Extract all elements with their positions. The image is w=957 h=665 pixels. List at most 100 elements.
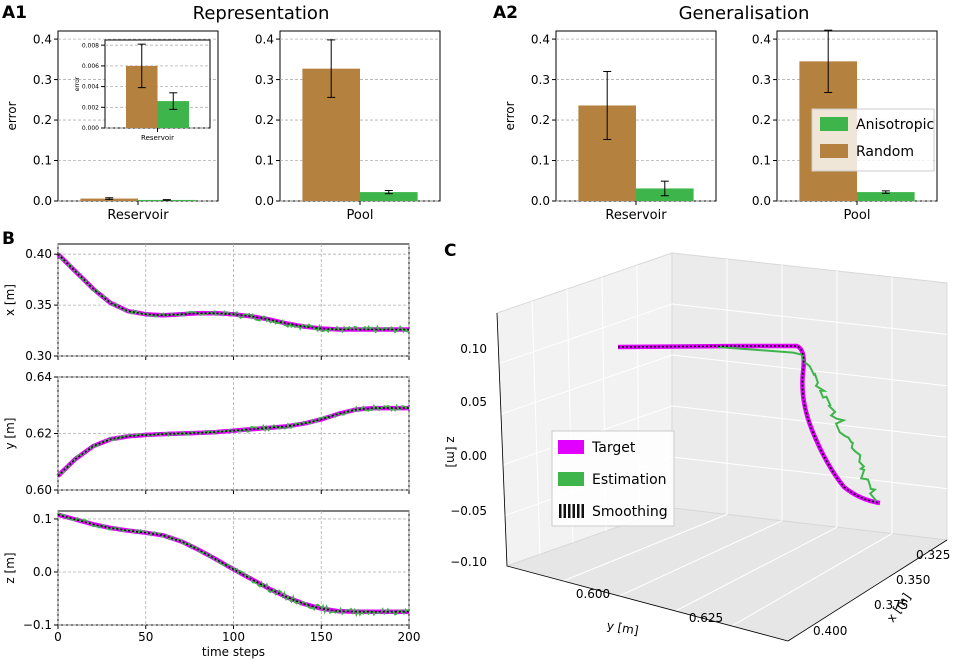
chart-a1-pool: 0.0 0.1 0.2 0.3 0.4 Pool [255,30,441,223]
ytick-label: 0.3 [33,73,52,87]
ytick-label: 0.1 [752,154,771,168]
a1-title: Representation [193,3,330,24]
panel-label-c: C [444,241,456,261]
ytick-label: 0.2 [255,113,274,127]
series-3d-smoothing [617,345,881,504]
xaxis-label: Reservoir [107,208,169,223]
legend-label: Target [591,440,636,456]
yaxis-label: z [m] [3,552,17,583]
bar-anisotropic [360,192,418,201]
series-line-estimation [57,253,410,334]
xtick-label: 200 [398,630,421,644]
ytick-label: 0.64 [25,370,52,384]
ytick-label: 0.35 [25,298,52,312]
series-3d-estimation [717,346,878,502]
xtick-label: 0 [54,630,62,644]
gridline [498,303,948,365]
y-axis-line [506,565,789,642]
xtick-label: 50 [138,630,153,644]
ytick-label: 0.4 [531,32,550,46]
ztick-label: −0.10 [450,555,487,569]
xaxis-label: Pool [347,208,374,223]
ytick-label: 0.0 [33,565,52,579]
ztick-label: 0.00 [460,449,487,463]
chart-a2-reservoir: 0.0 0.1 0.2 0.3 0.4 Reservoir error [503,30,717,223]
gridline [731,533,893,627]
xtick-label: 150 [310,630,333,644]
a2-title: Generalisation [679,3,810,24]
ytick-label: 0.4 [255,32,274,46]
ytick-label: −0.1 [23,618,52,632]
ytick-label: 0.600 [576,587,610,601]
xaxis-label: time steps [202,645,265,659]
ytick-label: 0.0 [752,194,771,208]
ytick-label: 0.3 [531,73,550,87]
xaxis-label: Reservoir [141,134,174,142]
yaxis-label: x [m] [3,284,17,316]
chart-a1-inset: 0.000 0.002 0.004 0.006 0.008 Reservoir error [74,39,211,142]
legend-swatch-stripe [563,504,566,518]
ytick-label: 0.60 [25,483,52,497]
ztick-label: 0.05 [460,395,487,409]
xtick-label: 100 [222,630,245,644]
yaxis-label: error [503,101,517,130]
ytick-label: 0.1 [255,154,274,168]
ytick-label: 0.3 [255,73,274,87]
legend-label: Anisotropic [856,117,934,133]
panel-label-b: B [2,229,15,249]
legend-swatch-random [820,144,848,158]
ytick-label: 0.3 [752,73,771,87]
legend-swatch-stripe [581,504,584,518]
gridline [500,354,948,415]
ytick-label: 0.002 [82,104,99,111]
legend-swatch-stripe [559,504,562,518]
ytick-label: 0.62 [25,427,52,441]
ytick-label: 0.2 [531,113,550,127]
yaxis-label: y [m] [3,418,17,450]
xtick-label: 0.350 [896,573,930,587]
yaxis-label: error [74,76,81,91]
ytick-label: 0.4 [33,32,52,46]
zaxis-label: z [m] [444,436,458,467]
legend-label: Estimation [592,472,667,488]
pane-back [671,252,948,541]
ytick-label: 0.4 [752,32,771,46]
gridline [619,520,783,597]
ytick-label: 0.008 [82,42,99,49]
ytick-label: 0.004 [82,84,99,91]
yaxis-label: y [m] [606,618,640,637]
ytick-label: 0.0 [33,194,52,208]
chart-b-y: 0.60 0.62 0.64 y [m] [3,370,410,497]
gridline [531,300,541,555]
panel-label-a1: A1 [2,3,27,23]
chart-c-3d: 0.10 0.05 0.00 −0.05 −0.10 z [m] 0.600 0.625 y [… [444,252,950,642]
x-axis-line [787,539,948,642]
xtick-label: 0.325 [916,548,950,562]
legend-swatch [558,472,584,486]
xaxis-label: Reservoir [605,208,667,223]
bar-anisotropic [857,192,915,201]
legend-swatch-anisotropic [820,117,848,131]
ytick-label: 0.006 [82,63,99,70]
series-line-smoothing [57,253,409,331]
ytick-label: 0.1 [33,154,52,168]
ytick-label: 0.1 [33,512,52,526]
legend-swatch-stripe [568,504,571,518]
ytick-label: 0.2 [33,113,52,127]
ztick-label: −0.05 [450,504,487,518]
ytick-label: 0.40 [25,247,52,261]
legend-swatch [558,440,584,454]
legend-label: Random [856,144,914,160]
ytick-label: 0.2 [752,113,771,127]
z-axis-line [496,312,508,567]
yaxis-label: error [5,101,19,130]
chart-a2-pool: 0.0 0.1 0.2 0.3 0.4 Pool Anisotropic Random [752,29,938,223]
ytick-label: 0.0 [255,194,274,208]
legend-swatch-stripe [572,504,575,518]
series-line-smoothing [57,513,409,613]
panel-label-a2: A2 [493,3,518,23]
legend-label: Smoothing [592,504,668,520]
xtick-label: 0.400 [813,624,847,638]
ytick-label: 0.625 [689,611,723,625]
